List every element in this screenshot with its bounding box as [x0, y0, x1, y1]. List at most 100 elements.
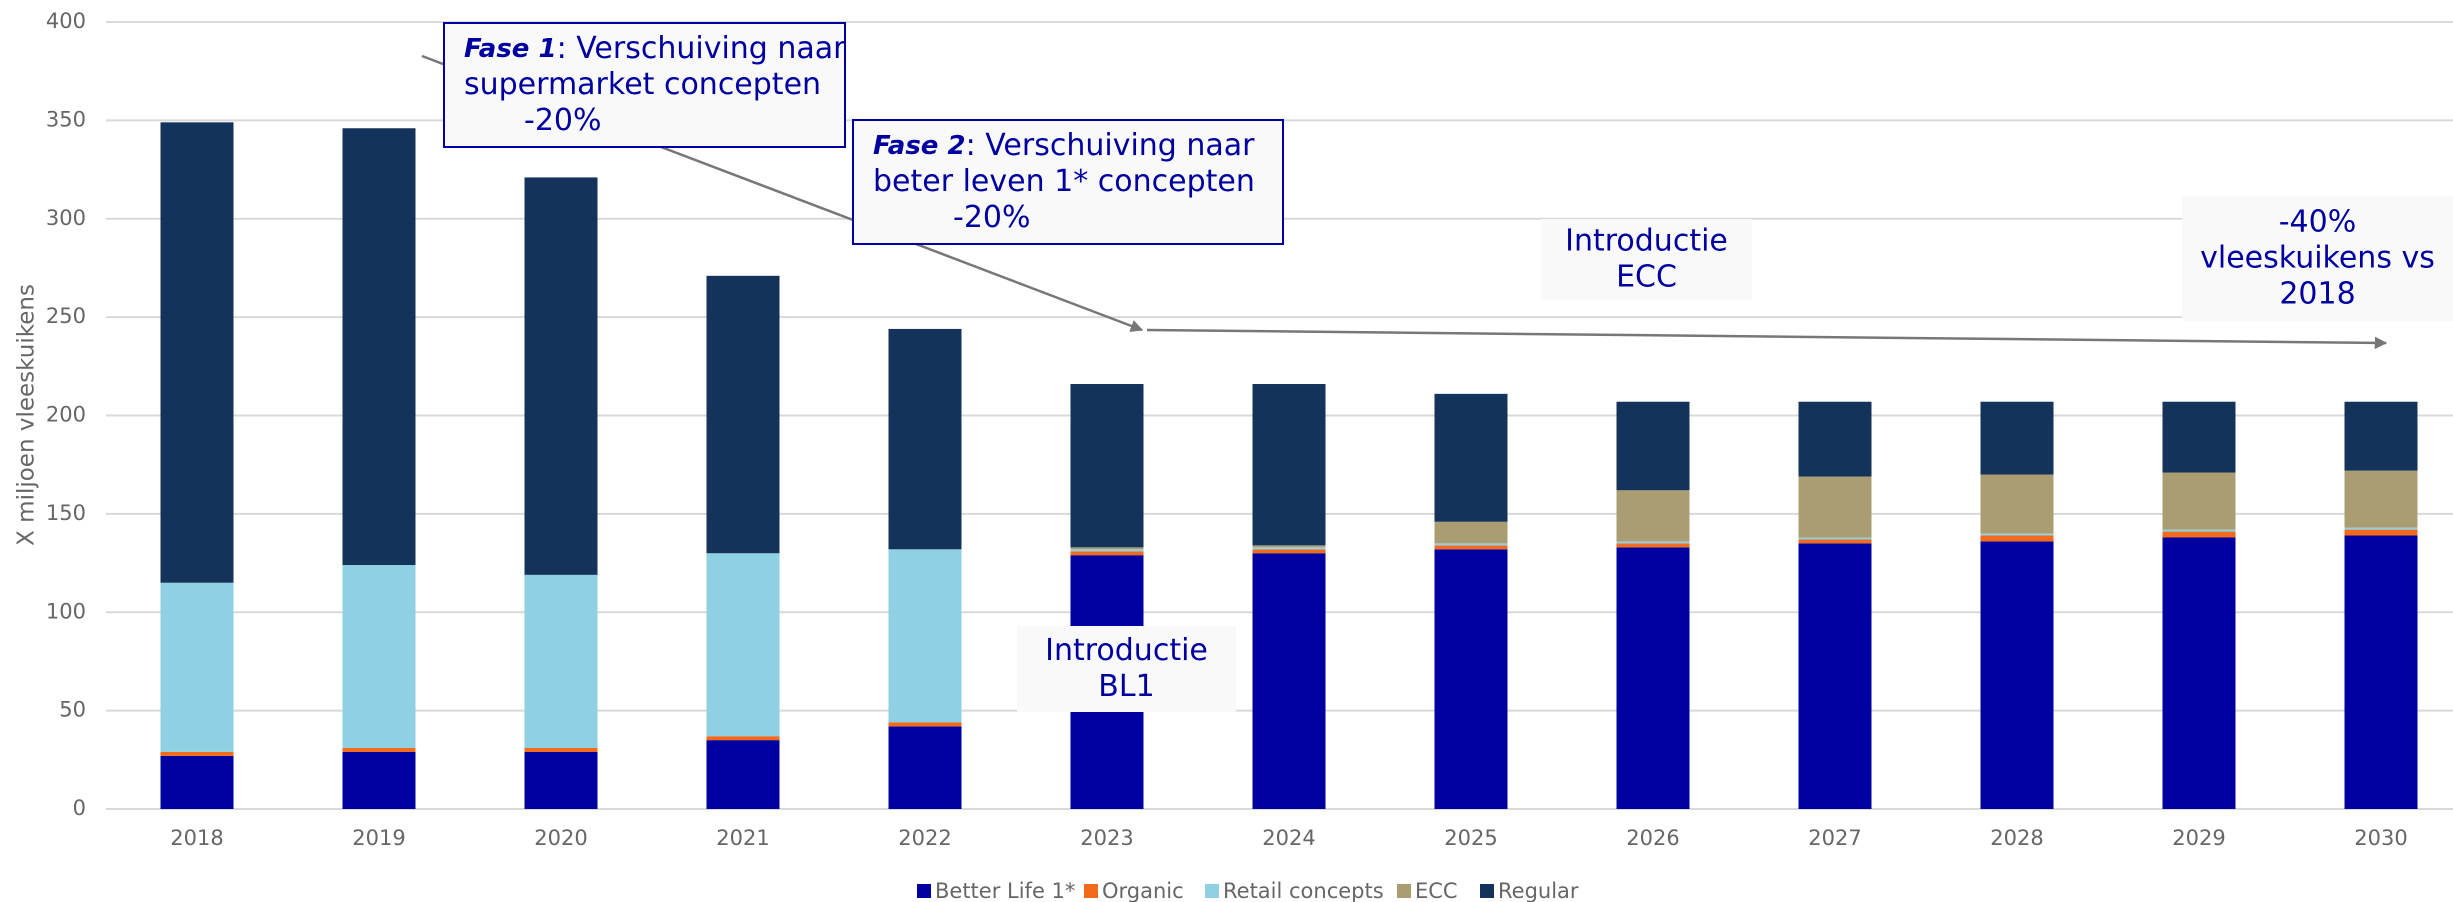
annotation-line: beter leven 1* concepten — [873, 164, 1255, 199]
annotation-line: : Verschuiving naar — [966, 128, 1256, 163]
bar-segment — [706, 736, 780, 741]
bar-segment — [342, 751, 416, 809]
legend-label: Organic — [1102, 879, 1184, 902]
annotation-box — [1017, 626, 1236, 712]
x-tick-label: 2022 — [898, 826, 951, 850]
legend-label: Regular — [1498, 879, 1579, 902]
bar-segment — [2162, 401, 2236, 473]
bar-segment — [1616, 543, 1690, 548]
annotation-text: -40% — [2279, 204, 2357, 239]
annotation-line: ECC — [1616, 259, 1677, 294]
annotation-box — [1541, 219, 1752, 300]
bar-segment — [888, 722, 962, 727]
bar-segment — [1252, 547, 1326, 550]
x-tick-label: 2018 — [170, 826, 223, 850]
bar-segment — [1616, 547, 1690, 809]
annotation-label: Fase 1 — [464, 34, 557, 64]
bar-segment — [1070, 547, 1144, 550]
annotation-box — [443, 22, 846, 148]
annotation-line: BL1 — [1098, 669, 1154, 704]
bar-segment — [524, 751, 598, 809]
bar-segment — [342, 128, 416, 566]
bar-segment — [2162, 531, 2236, 538]
bar-segment — [1980, 541, 2054, 809]
annotation-text: supermarket concepten — [464, 67, 821, 102]
legend-swatch — [1480, 884, 1494, 898]
bar-segment — [2162, 529, 2236, 532]
annotation-label: Fase 2 — [873, 131, 966, 161]
bar-segment — [1798, 543, 1872, 809]
annotation-text: BL1 — [1098, 669, 1154, 704]
bar-segment — [888, 328, 962, 550]
y-tick-label: 200 — [46, 403, 86, 427]
x-tick-label: 2020 — [534, 826, 587, 850]
bar-segment — [524, 574, 598, 749]
bar-segment — [1070, 384, 1144, 548]
legend-swatch — [1084, 884, 1098, 898]
annotation-text: Introductie — [1045, 633, 1208, 668]
bar-segment — [2344, 535, 2418, 809]
bar-segment — [1070, 551, 1144, 556]
bar-segment — [2344, 401, 2418, 471]
bar-segment — [1252, 545, 1326, 548]
x-tick-label: 2027 — [1808, 826, 1861, 850]
bar-segment — [2162, 472, 2236, 530]
annotation-text: -20% — [524, 103, 602, 138]
annotation-text: Fase 2: Verschuiving naar — [873, 128, 1255, 163]
x-tick-label: 2023 — [1080, 826, 1133, 850]
y-tick-label: 350 — [46, 107, 86, 131]
bar-segment — [1798, 539, 1872, 544]
bar-segment — [1616, 490, 1690, 542]
bar-segment — [1980, 401, 2054, 475]
bar-segment — [706, 275, 780, 554]
bar-segment — [1434, 543, 1508, 546]
annotation-box — [852, 119, 1284, 245]
bar-segment — [2344, 529, 2418, 536]
bar-segment — [160, 122, 234, 583]
bar-segment — [1616, 541, 1690, 544]
annotation-line: : Verschuiving naar — [557, 31, 847, 66]
x-tick-label: 2021 — [716, 826, 769, 850]
bar-segment — [1252, 384, 1326, 546]
annotation-text: 2018 — [2279, 276, 2355, 311]
annotation-text: vleeskuikens vs — [2200, 240, 2435, 275]
bar-segment — [342, 748, 416, 752]
bar-segment — [1434, 545, 1508, 550]
legend-swatch — [917, 884, 931, 898]
bar-segment — [1980, 535, 2054, 542]
legend-label: ECC — [1415, 879, 1458, 902]
legend-label: Better Life 1* — [935, 879, 1075, 902]
bar-segment — [1798, 537, 1872, 540]
bar-segment — [160, 582, 234, 752]
x-tick-label: 2026 — [1626, 826, 1679, 850]
bar-segment — [706, 553, 780, 737]
bar-segment — [1616, 401, 1690, 491]
annotation-text: ECC — [1616, 259, 1677, 294]
bar-segment — [1252, 553, 1326, 809]
bar-segment — [2344, 527, 2418, 530]
bar-segment — [1980, 474, 2054, 534]
bar-segment — [1980, 533, 2054, 536]
bar-segment — [1070, 549, 1144, 552]
annotation-text: -20% — [953, 200, 1031, 235]
x-tick-label: 2028 — [1990, 826, 2043, 850]
y-tick-label: 250 — [46, 304, 86, 328]
annotation-text: Fase 1: Verschuiving naar — [464, 31, 846, 66]
arrow — [1146, 328, 2388, 350]
x-tick-label: 2019 — [352, 826, 405, 850]
annotation-line: Introductie — [1045, 633, 1208, 668]
annotation-text: beter leven 1* concepten — [873, 164, 1255, 199]
bar-segment — [888, 726, 962, 809]
bar-segment — [160, 755, 234, 809]
y-axis-label: X miljoen vleeskuikens — [14, 284, 40, 546]
annotation-line: -20% — [524, 103, 602, 138]
bar-segment — [1798, 476, 1872, 538]
annotation-line: supermarket concepten — [464, 67, 821, 102]
bar-segment — [1434, 521, 1508, 544]
y-tick-label: 400 — [46, 9, 86, 33]
bar-segment — [2162, 537, 2236, 809]
annotation-line: 2018 — [2279, 276, 2355, 311]
x-tick-label: 2029 — [2172, 826, 2225, 850]
y-tick-label: 100 — [46, 599, 86, 623]
